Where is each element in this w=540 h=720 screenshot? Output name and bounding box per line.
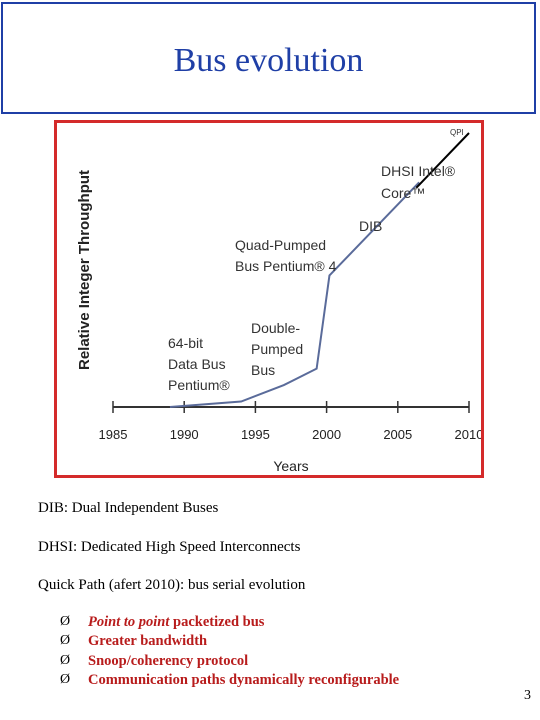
chart-frame: 1985 1990 1995 2000 2005 2010 Years Relative In… [54,120,484,478]
x-tick-label: 1995 [241,427,270,442]
title-box: Bus evolution [1,2,536,114]
x-tick-label: 2000 [312,427,341,442]
annotation-double: Pumped [251,341,303,357]
annotation-quad: Bus Pentium® 4 [235,258,337,274]
annotation-bus64: 64-bit [168,335,203,351]
slide-title: Bus evolution [173,42,364,79]
throughput-chart: 1985 1990 1995 2000 2005 2010 Years Relative In… [76,128,481,474]
bullet-item: Ø Communication paths dynamically reconfi… [60,671,400,688]
arrow-bullet-icon: Ø [60,633,71,649]
bullet-item: Ø Greater bandwidth [60,633,208,650]
annotation-dib: DIB [359,218,382,234]
annotation-double: Double- [251,320,300,336]
page-number: 3 [524,688,531,703]
annotation-dhsi: Core™ [381,185,425,201]
x-tick-label: 2005 [383,427,412,442]
bullet-item: Ø Snoop/coherency protocol [60,652,249,669]
arrow-bullet-icon: Ø [60,614,71,629]
caption-dhsi: DHSI: Dedicated High Speed Interconnects [38,539,301,555]
caption-qpi: Quick Path (afert 2010): bus serial evol… [38,577,306,593]
annotation-bus64: Pentium® [168,377,230,393]
bullet-item: Ø Point to point packetized bus [60,614,265,630]
annotation-dhsi: DHSI Intel® [381,163,456,179]
annotation-qpi: QPI [450,128,464,137]
annotation-bus64: Data Bus [168,356,226,372]
arrow-bullet-icon: Ø [60,671,71,687]
x-tick-label: 1985 [99,427,128,442]
x-axis-label: Years [273,458,308,474]
y-axis-label: Relative Integer Throughput [76,170,93,370]
annotation-double: Bus [251,362,275,378]
x-tick-label: 2010 [455,427,481,442]
arrow-bullet-icon: Ø [60,652,71,668]
x-tick-label: 1990 [170,427,199,442]
caption-dib: DIB: Dual Independent Buses [38,500,219,516]
bullet-list: Ø Point to point packetized bus Ø Greater … [60,614,399,691]
annotation-quad: Quad-Pumped [235,237,326,253]
qpi-line [415,132,470,189]
series-line [169,181,420,408]
